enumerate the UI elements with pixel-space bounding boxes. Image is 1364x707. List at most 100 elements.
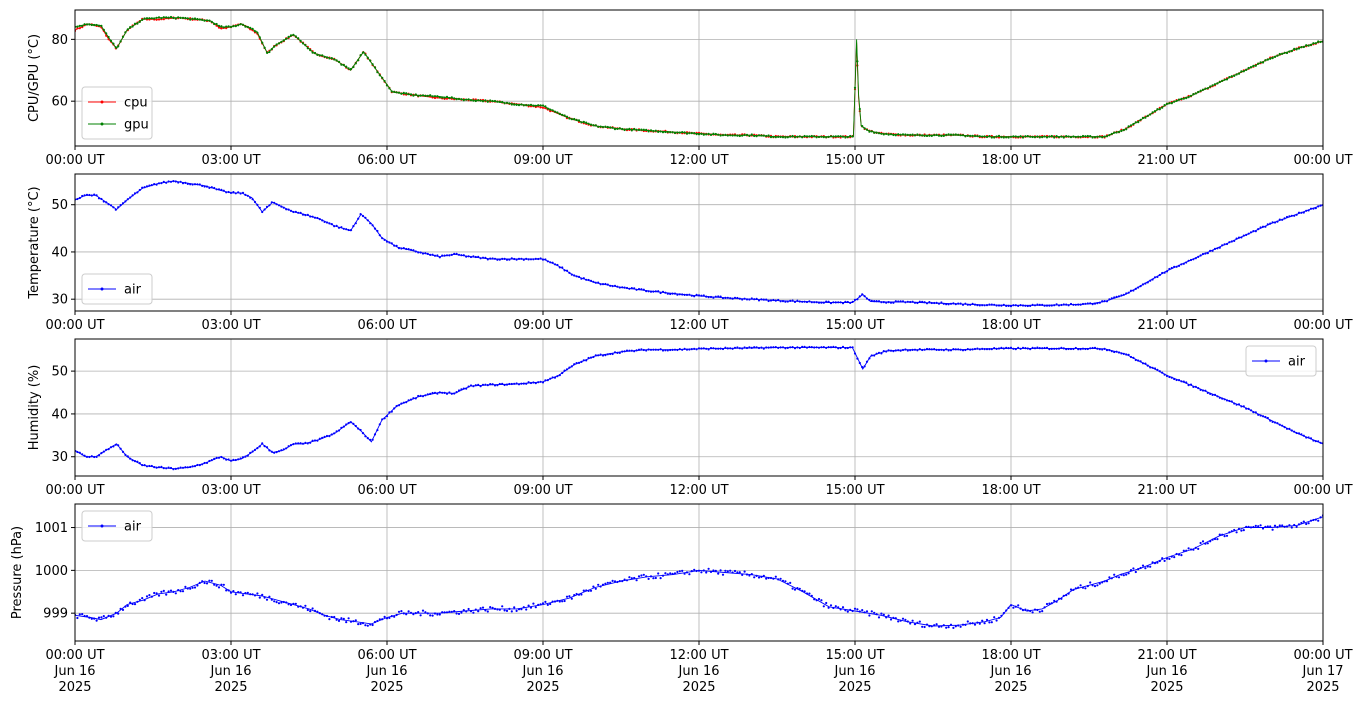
data-point-air — [738, 297, 741, 300]
data-point-gpu — [1201, 88, 1205, 91]
data-point-air — [601, 354, 605, 357]
data-point-air — [885, 301, 888, 304]
data-point-air — [801, 300, 804, 303]
data-point-gpu — [983, 135, 986, 138]
data-point-air — [109, 615, 113, 618]
data-point-air — [1007, 304, 1010, 307]
data-point-air — [669, 292, 672, 296]
data-point-air — [371, 438, 374, 441]
data-point-air — [76, 616, 79, 620]
data-point-gpu — [635, 128, 638, 131]
data-point-air — [1113, 296, 1116, 299]
data-point-air — [1074, 303, 1077, 306]
data-point-gpu — [633, 127, 636, 131]
data-point-gpu — [503, 102, 506, 105]
data-point-air — [988, 303, 991, 306]
data-point-air — [1086, 302, 1089, 305]
data-point-air — [1132, 567, 1135, 570]
data-point-gpu — [671, 131, 674, 134]
data-point-air — [805, 346, 809, 349]
data-point-air — [1302, 211, 1305, 214]
data-point-air — [942, 302, 945, 305]
data-point-air — [736, 296, 739, 300]
data-point-air — [474, 255, 477, 259]
data-point-gpu — [1257, 62, 1260, 65]
data-point-gpu — [220, 25, 223, 28]
data-point-air — [157, 466, 161, 469]
data-point-air — [1177, 379, 1181, 382]
data-point-air — [760, 346, 763, 349]
data-point-air — [208, 459, 211, 463]
data-point-air — [349, 421, 353, 424]
data-point-air — [894, 349, 897, 352]
data-point-air — [625, 286, 629, 290]
data-point-gpu — [868, 130, 871, 133]
data-point-air — [285, 208, 288, 211]
data-point-air — [940, 625, 943, 628]
data-point-air — [287, 445, 290, 448]
data-point-air — [481, 256, 485, 259]
data-point-air — [1187, 547, 1190, 550]
data-point-air — [83, 194, 86, 197]
legend-label-air: air — [124, 520, 142, 535]
data-point-gpu — [385, 84, 389, 87]
data-point-air — [371, 224, 374, 227]
data-point-gpu — [258, 36, 261, 39]
data-point-air — [544, 258, 547, 261]
data-point-air — [784, 300, 787, 303]
data-point-air — [736, 346, 739, 349]
y-axis-label: Temperature (°C) — [27, 186, 42, 299]
data-point-air — [969, 622, 972, 625]
data-point-air — [587, 278, 590, 282]
data-point-gpu — [1117, 130, 1121, 134]
data-point-air — [1026, 347, 1029, 350]
data-point-gpu — [1041, 136, 1044, 139]
data-point-gpu — [637, 128, 641, 132]
data-point-gpu — [1057, 136, 1061, 139]
data-point-air — [285, 601, 288, 604]
data-point-air — [1084, 587, 1087, 590]
data-point-air — [587, 356, 590, 360]
data-point-air — [1194, 385, 1197, 388]
data-point-air — [270, 201, 273, 204]
data-point-gpu — [1141, 116, 1145, 119]
data-point-air — [1096, 584, 1099, 587]
data-point-cpu — [76, 27, 79, 30]
data-point-air — [244, 592, 247, 595]
data-point-air — [1281, 524, 1284, 527]
data-point-air — [1021, 346, 1025, 349]
data-point-gpu — [81, 24, 84, 27]
data-point-gpu — [693, 132, 696, 135]
data-point-gpu — [810, 134, 813, 138]
data-point-gpu — [709, 133, 713, 136]
data-point-air — [366, 437, 369, 440]
data-point-gpu — [198, 18, 201, 21]
data-point-air — [124, 200, 127, 203]
data-point-air — [654, 576, 657, 580]
data-point-air — [1127, 291, 1130, 294]
data-point-gpu — [112, 42, 115, 45]
data-point-gpu — [1060, 135, 1063, 138]
data-point-gpu — [909, 133, 912, 136]
data-point-air — [1293, 214, 1296, 217]
data-point-air — [1261, 527, 1265, 530]
data-point-gpu — [724, 133, 727, 136]
data-point-gpu — [1031, 135, 1034, 139]
data-point-air — [486, 610, 489, 613]
y-tick-label: 50 — [51, 365, 68, 380]
data-point-air — [604, 282, 607, 286]
series-air — [75, 345, 1323, 471]
data-point-gpu — [1278, 52, 1281, 56]
data-point-air — [678, 293, 681, 296]
data-point-air — [292, 210, 295, 214]
data-point-air — [412, 613, 415, 616]
data-point-air — [875, 352, 878, 355]
data-point-air — [431, 391, 434, 395]
data-point-gpu — [1163, 104, 1166, 107]
data-point-air — [753, 576, 756, 579]
data-point-air — [208, 186, 211, 189]
data-point-air — [280, 449, 283, 452]
data-point-air — [256, 592, 259, 595]
data-point-air — [1132, 289, 1135, 292]
data-point-gpu — [405, 92, 408, 95]
